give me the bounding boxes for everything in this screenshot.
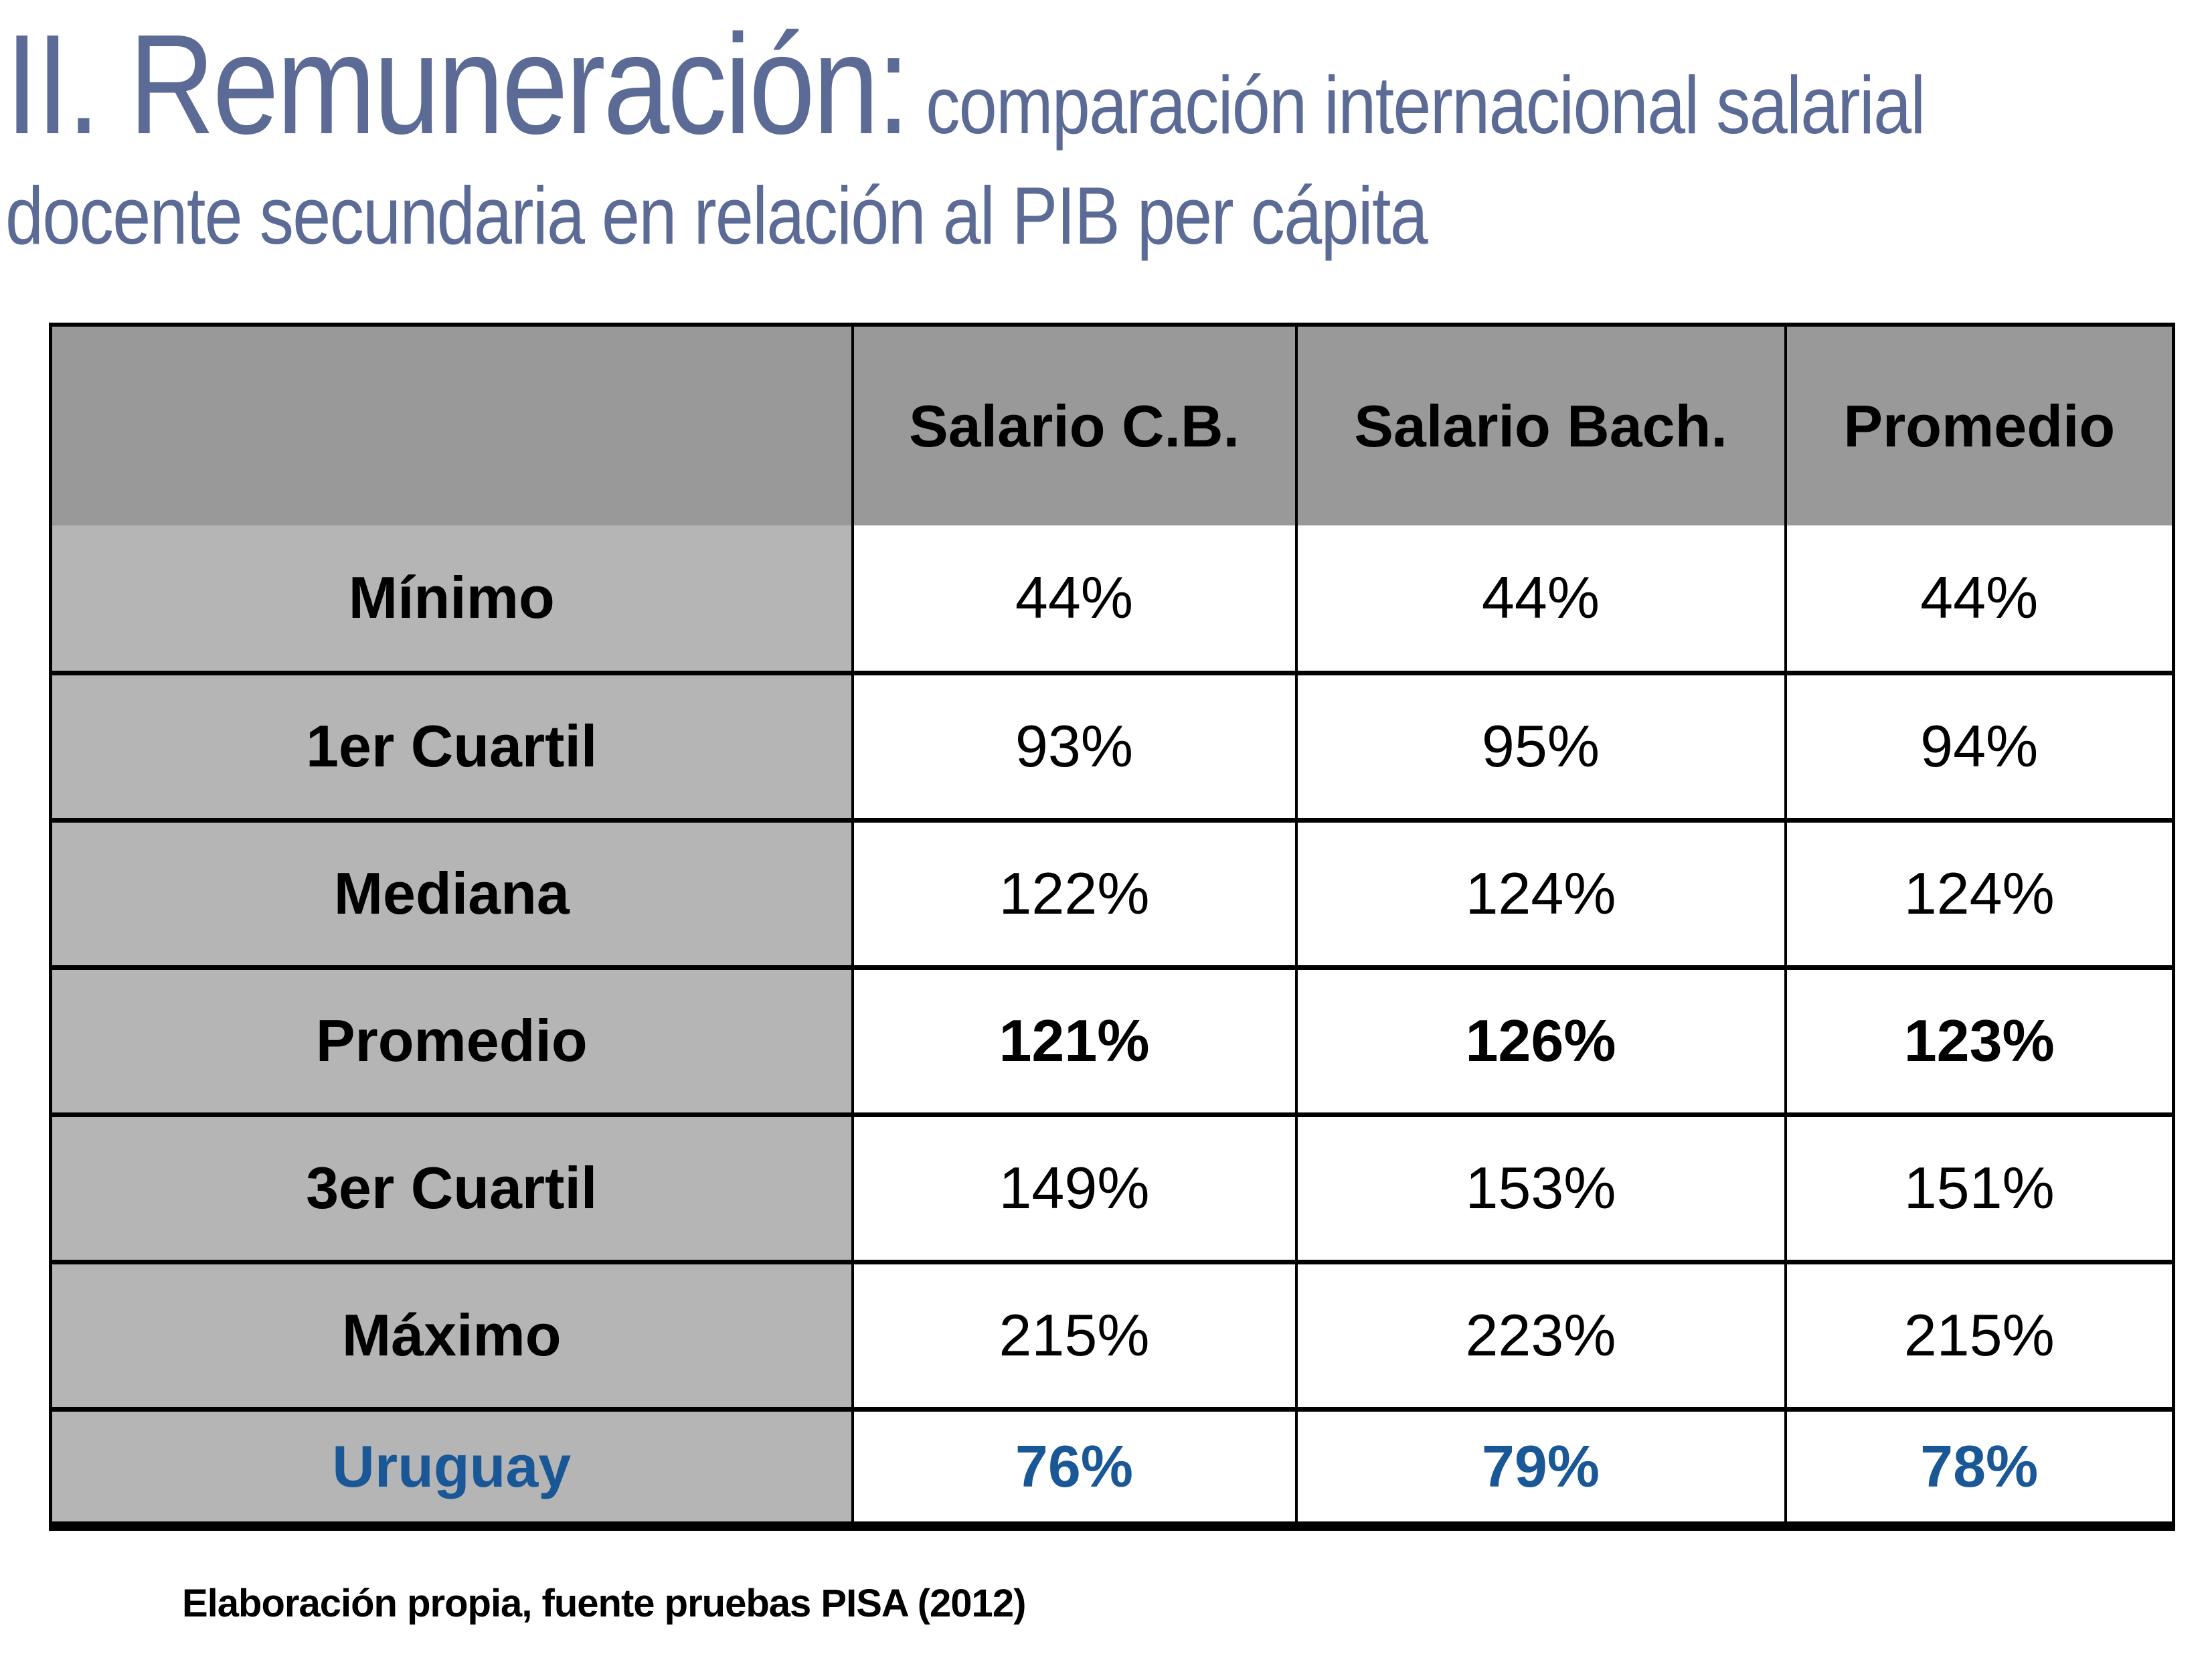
table-row-3er-cuartil: 3er Cuartil 149% 153% 151% xyxy=(49,1112,2175,1264)
row-label: Uruguay xyxy=(49,1406,854,1529)
value-cell: 151% xyxy=(1784,1112,2175,1264)
title-line-1: II. Remuneración: comparación internacio… xyxy=(5,11,1926,157)
value-cell: 215% xyxy=(851,1259,1298,1412)
value-cell: 76% xyxy=(851,1406,1298,1529)
salary-comparison-table: Salario C.B. Salario Bach. Promedio Míni… xyxy=(49,323,2175,1531)
header-cell-promedio: Promedio xyxy=(1784,323,2175,525)
value-cell: 44% xyxy=(1294,525,1787,675)
value-cell: 121% xyxy=(851,965,1298,1117)
row-label: Promedio xyxy=(49,965,854,1117)
value-cell: 126% xyxy=(1294,965,1787,1117)
value-cell: 122% xyxy=(851,817,1298,970)
title-main: II. Remuneración: xyxy=(5,5,910,163)
value-cell: 223% xyxy=(1294,1259,1787,1412)
header-cell-empty xyxy=(49,323,854,525)
value-cell: 149% xyxy=(851,1112,1298,1264)
row-label: Mínimo xyxy=(49,525,854,675)
table-header-row: Salario C.B. Salario Bach. Promedio xyxy=(49,323,2175,525)
value-cell: 94% xyxy=(1784,670,2175,823)
header-cell-salario-bach: Salario Bach. xyxy=(1294,323,1787,525)
value-cell: 124% xyxy=(1784,817,2175,970)
table-row-uruguay: Uruguay 76% 79% 78% xyxy=(49,1406,2175,1529)
value-cell: 215% xyxy=(1784,1259,2175,1412)
value-cell: 95% xyxy=(1294,670,1787,823)
value-cell: 78% xyxy=(1784,1406,2175,1529)
row-label: Mediana xyxy=(49,817,854,970)
page-title: II. Remuneración: comparación internacio… xyxy=(5,11,1926,262)
table-row-maximo: Máximo 215% 223% 215% xyxy=(49,1259,2175,1412)
row-label: 3er Cuartil xyxy=(49,1112,854,1264)
row-label: Máximo xyxy=(49,1259,854,1412)
table-row-mediana: Mediana 122% 124% 124% xyxy=(49,817,2175,970)
table-row-minimo: Mínimo 44% 44% 44% xyxy=(49,525,2175,675)
title-subtitle-text: comparación internacional salarial xyxy=(926,60,1926,151)
title-line-2: docente secundaria en relación al PIB pe… xyxy=(5,170,1428,262)
row-label: 1er Cuartil xyxy=(49,670,854,823)
value-cell: 44% xyxy=(1784,525,2175,675)
source-note: Elaboración propia, fuente pruebas PISA … xyxy=(182,1582,1026,1625)
table-row-promedio: Promedio 121% 126% 123% xyxy=(49,965,2175,1117)
title-subtitle: comparación internacional salarial xyxy=(908,60,1926,151)
value-cell: 123% xyxy=(1784,965,2175,1117)
value-cell: 79% xyxy=(1294,1406,1787,1529)
value-cell: 153% xyxy=(1294,1112,1787,1264)
value-cell: 44% xyxy=(851,525,1298,675)
header-cell-salario-cb: Salario C.B. xyxy=(851,323,1298,525)
value-cell: 93% xyxy=(851,670,1298,823)
table-row-1er-cuartil: 1er Cuartil 93% 95% 94% xyxy=(49,670,2175,823)
value-cell: 124% xyxy=(1294,817,1787,970)
